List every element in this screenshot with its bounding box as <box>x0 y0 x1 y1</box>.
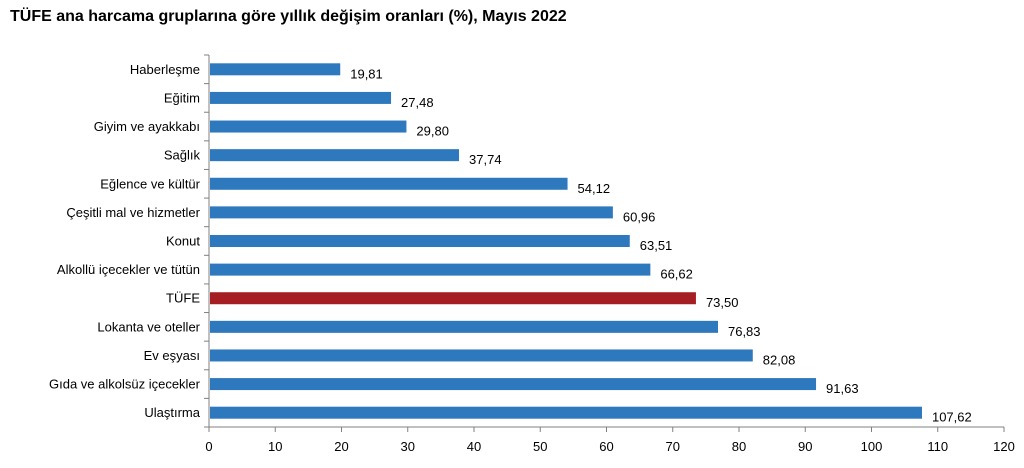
x-tick-label-110: 110 <box>927 439 948 454</box>
category-label-saglik: Sağlık <box>164 148 201 163</box>
category-label-egitim: Eğitim <box>164 90 200 105</box>
bar-haberlesme <box>210 63 341 76</box>
x-tick-label-40: 40 <box>467 439 481 454</box>
value-label-ulastirma: 107,62 <box>932 410 972 425</box>
value-label-eglence-ve-kultur: 54,12 <box>578 181 611 196</box>
x-tick-label-0: 0 <box>205 439 212 454</box>
category-label-alkollu-icecekler-ve-tutun: Alkollü içecekler ve tütün <box>57 262 200 277</box>
value-label-giyim-ve-ayakkabi: 29,80 <box>416 124 449 139</box>
bar-ev-esyasi <box>210 349 753 362</box>
x-tick-label-90: 90 <box>798 439 812 454</box>
category-label-konut: Konut <box>166 234 200 249</box>
category-label-giyim-ve-ayakkabi: Giyim ve ayakkabı <box>94 119 200 134</box>
value-label-tufe: 73,50 <box>706 295 739 310</box>
value-label-gida-ve-alkolsuz-icecekler: 91,63 <box>826 381 859 396</box>
value-label-ev-esyasi: 82,08 <box>763 352 796 367</box>
x-tick-label-50: 50 <box>533 439 547 454</box>
value-label-cesitli-mal-ve-hizmetler: 60,96 <box>623 209 656 224</box>
x-tick-label-20: 20 <box>334 439 348 454</box>
category-label-lokanta-ve-oteller: Lokanta ve oteller <box>97 319 200 334</box>
bar-cesitli-mal-ve-hizmetler <box>210 206 613 219</box>
category-label-gida-ve-alkolsuz-icecekler: Gıda ve alkolsüz içecekler <box>49 377 201 392</box>
bar-ulastirma <box>210 406 922 419</box>
category-label-ulastirma: Ulaştırma <box>144 405 200 420</box>
bar-lokanta-ve-oteller <box>210 320 718 333</box>
x-tick-label-100: 100 <box>861 439 883 454</box>
bar-tufe <box>210 292 696 305</box>
chart-title: TÜFE ana harcama gruplarına göre yıllık … <box>10 8 567 25</box>
category-label-haberlesme: Haberleşme <box>130 62 200 77</box>
x-axis: 0 10 20 30 40 50 60 70 80 90 100 110 120 <box>204 54 1015 454</box>
bar-egitim <box>210 91 392 104</box>
value-label-haberlesme: 19,81 <box>350 66 383 81</box>
x-tick-label-80: 80 <box>732 439 746 454</box>
value-label-konut: 63,51 <box>640 238 673 253</box>
x-tick-label-60: 60 <box>599 439 613 454</box>
x-tick-label-10: 10 <box>268 439 282 454</box>
bar-gida-ve-alkolsuz-icecekler <box>210 378 817 391</box>
bar-giyim-ve-ayakkabi <box>210 120 407 133</box>
bar-konut <box>210 235 630 247</box>
x-tick-label-120: 120 <box>993 439 1015 454</box>
value-label-saglik: 37,74 <box>469 152 502 167</box>
value-label-egitim: 27,48 <box>401 95 434 110</box>
bars-group: Haberleşme 19,81 Eğitim 27,48 Giyim ve ayakk… <box>49 62 972 425</box>
bar-eglence-ve-kultur <box>210 177 568 190</box>
category-label-cesitli-mal-ve-hizmetler: Çeşitli mal ve hizmetler <box>66 205 200 220</box>
bar-alkollu-icecekler-ve-tutun <box>210 263 651 276</box>
bar-saglik <box>210 149 460 162</box>
category-label-eglence-ve-kultur: Eğlence ve kültür <box>100 176 200 191</box>
value-label-lokanta-ve-oteller: 76,83 <box>728 324 761 339</box>
value-label-alkollu-icecekler-ve-tutun: 66,62 <box>660 267 693 282</box>
x-tick-label-70: 70 <box>666 439 680 454</box>
category-label-ev-esyasi: Ev eşyası <box>144 348 200 363</box>
category-label-tufe: TÜFE <box>166 291 200 306</box>
x-tick-label-30: 30 <box>401 439 415 454</box>
